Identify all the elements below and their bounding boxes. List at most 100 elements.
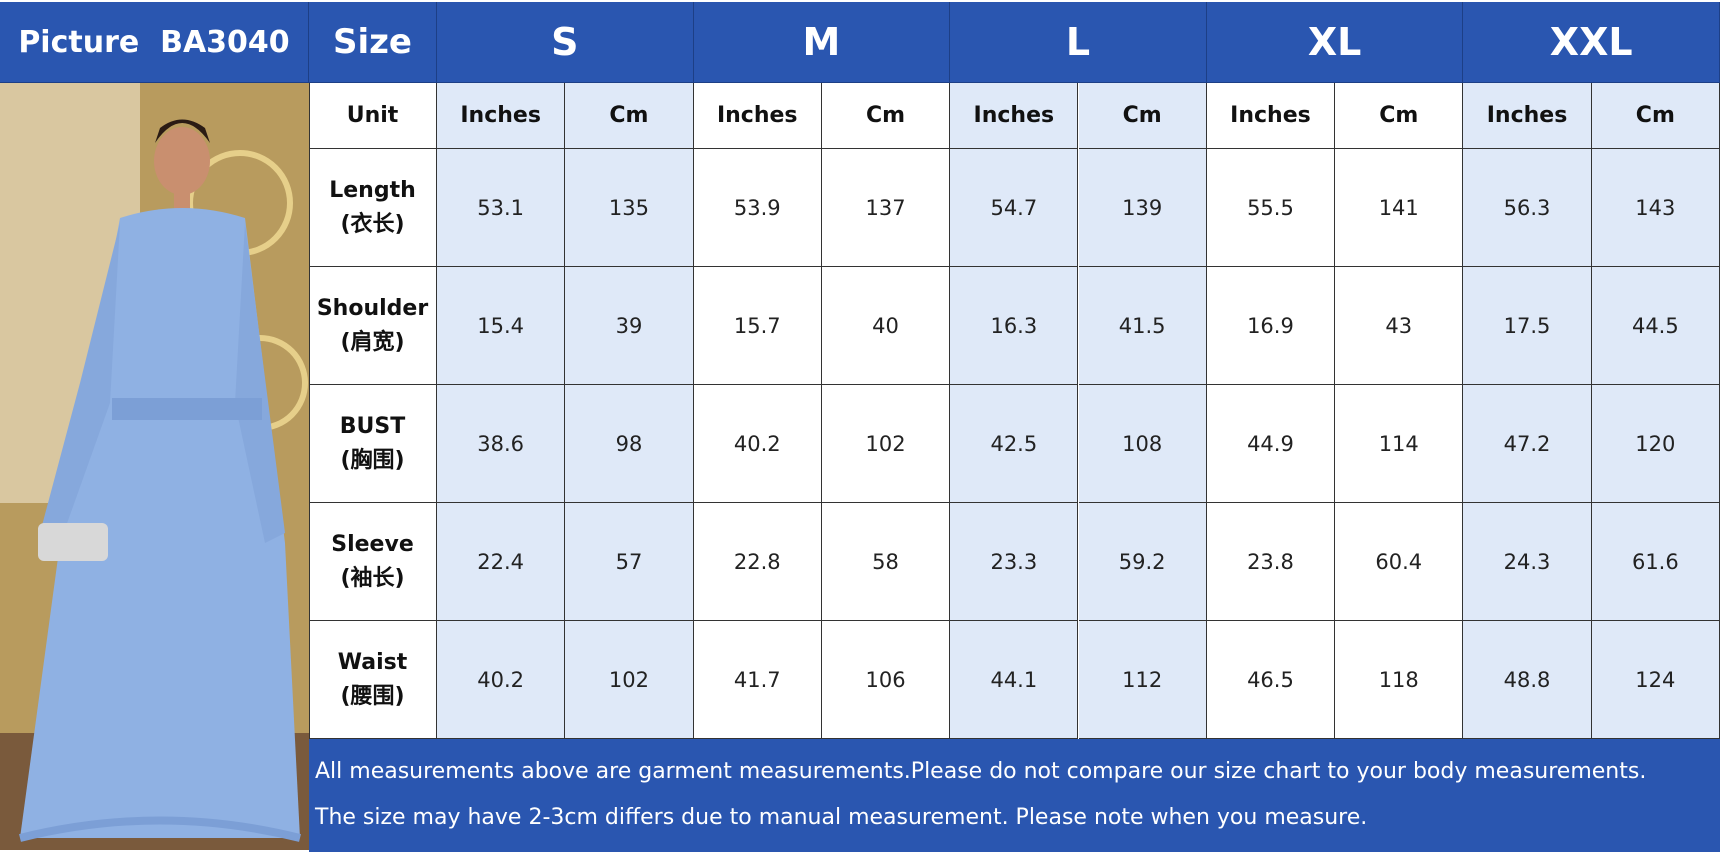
measurement: 53.9: [693, 149, 822, 267]
product-picture: [0, 83, 310, 850]
measurement: 23.8: [1206, 503, 1336, 621]
unit: Cm: [1078, 83, 1207, 149]
measurement: 42.5: [950, 385, 1079, 503]
measurement: 43: [1335, 267, 1464, 385]
measurement-text: 98: [615, 431, 643, 456]
measurement: 139: [1078, 149, 1207, 267]
measurement: 112: [1078, 621, 1207, 739]
measurement-text: 54.7: [990, 195, 1038, 220]
unit-label-text: Unit: [346, 103, 399, 128]
measurement: 118: [1335, 621, 1464, 739]
measurement: 59.2: [1078, 503, 1207, 621]
measurement: 23.3: [950, 503, 1079, 621]
measurement: 114: [1335, 385, 1464, 503]
measurement-text: 59.2: [1118, 549, 1166, 574]
measurement: 38.6: [437, 385, 566, 503]
measurement-text: 43: [1385, 313, 1413, 338]
row-label: Length (衣长): [309, 149, 437, 267]
measurement: 48.8: [1463, 621, 1592, 739]
size-label-text: XXL: [1549, 20, 1633, 64]
measurement-text: 16.9: [1247, 313, 1294, 338]
measurement-text: 57: [615, 549, 643, 574]
measurement: 102: [821, 385, 951, 503]
measurement: 22.8: [693, 503, 822, 621]
size-label-text: S: [551, 20, 579, 64]
measurement-text: 39: [615, 313, 643, 338]
unit-text: Cm: [866, 103, 906, 128]
measurement: 15.7: [693, 267, 822, 385]
measurement: 44.1: [950, 621, 1079, 739]
unit: Cm: [821, 83, 951, 149]
measurement: 46.5: [1206, 621, 1336, 739]
unit: Inches: [437, 83, 566, 149]
measurement: 106: [821, 621, 951, 739]
measurement-text: 15.7: [733, 313, 781, 338]
measurement: 61.6: [1591, 503, 1720, 621]
measurement-text: 112: [1122, 667, 1163, 692]
measurement-text: 44.5: [1631, 313, 1679, 338]
measurement-text: 58: [872, 549, 899, 574]
measurement-text: 102: [608, 667, 649, 692]
measurement: 124: [1591, 621, 1720, 739]
unit-text: Inches: [973, 103, 1055, 128]
measurement-text: 141: [1378, 195, 1419, 220]
measurement: 16.9: [1206, 267, 1336, 385]
measurement-text: 15.4: [477, 313, 525, 338]
measurement-text: 61.6: [1631, 549, 1679, 574]
unit-text: Cm: [1122, 103, 1162, 128]
measurement: 40.2: [693, 385, 822, 503]
measurement-text: 102: [865, 431, 906, 456]
measurement-text: 120: [1635, 431, 1676, 456]
measurement-text: 56.3: [1503, 195, 1551, 220]
measurement-text: 44.1: [990, 667, 1038, 692]
size-label-text: M: [802, 20, 841, 64]
measurement-text: 40.2: [733, 431, 781, 456]
unit-text: Cm: [609, 103, 649, 128]
measurement: 137: [821, 149, 951, 267]
row-label-text: Shoulder: [316, 295, 429, 321]
unit-text: Inches: [1486, 103, 1568, 128]
measurement-text: 46.5: [1247, 667, 1294, 692]
measurement-text: 17.5: [1503, 313, 1551, 338]
measurement-text: 23.3: [990, 549, 1038, 574]
measurement: 17.5: [1463, 267, 1592, 385]
measurement-text: 124: [1635, 667, 1676, 692]
measurement: 98: [565, 385, 694, 503]
note: The size may have 2-3cm differs due to m…: [315, 805, 1368, 830]
row-label: Waist (腰围): [309, 621, 437, 739]
row-label-text: Sleeve: [331, 531, 414, 557]
measurement-text: 23.8: [1247, 549, 1294, 574]
measurement-text: 42.5: [990, 431, 1038, 456]
row-label-text: BUST: [339, 413, 406, 439]
unit: Inches: [693, 83, 822, 149]
measurement: 41.5: [1078, 267, 1207, 385]
measurement-text: 48.8: [1503, 667, 1551, 692]
measurement: 55.5: [1206, 149, 1336, 267]
picture-header-text: Picture BA3040: [18, 24, 290, 60]
measurement: 141: [1335, 149, 1464, 267]
measurement: 15.4: [437, 267, 566, 385]
unit-label: Unit: [309, 83, 437, 149]
measurement-text: 137: [865, 195, 906, 220]
size-label-text: L: [1065, 20, 1091, 64]
row-label-text: (衣长): [340, 211, 405, 237]
measurement: 47.2: [1463, 385, 1592, 503]
unit: Cm: [1335, 83, 1464, 149]
measurement: 44.9: [1206, 385, 1336, 503]
measurement: 41.7: [693, 621, 822, 739]
unit-text: Cm: [1635, 103, 1675, 128]
measurement: 22.4: [437, 503, 566, 621]
measurement-text: 38.6: [477, 431, 525, 456]
measurement-text: 22.4: [477, 549, 525, 574]
measurement-text: 135: [608, 195, 649, 220]
measurement: 56.3: [1463, 149, 1592, 267]
unit-text: Cm: [1379, 103, 1419, 128]
size-label: L: [950, 2, 1207, 83]
measurement: 135: [565, 149, 694, 267]
measurement: 53.1: [437, 149, 566, 267]
unit-text: Inches: [1230, 103, 1311, 128]
unit: Cm: [565, 83, 694, 149]
measurement-text: 40: [872, 313, 899, 338]
measurement: 44.5: [1591, 267, 1720, 385]
